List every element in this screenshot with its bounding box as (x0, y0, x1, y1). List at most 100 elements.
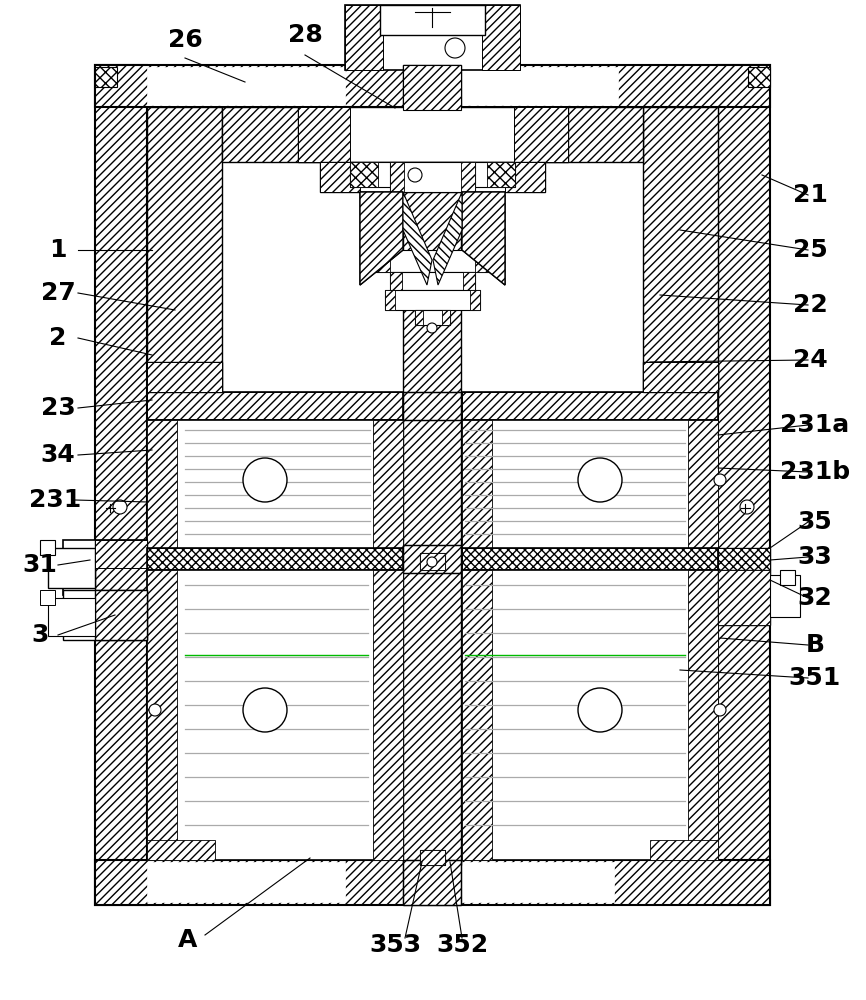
Bar (718, 65, 770, 905)
Polygon shape (360, 192, 403, 285)
Bar (147, 392, 403, 420)
Bar (147, 548, 403, 570)
Bar (418, 862, 614, 902)
Bar (373, 420, 403, 550)
Bar (147, 548, 403, 570)
Circle shape (445, 38, 465, 58)
Circle shape (243, 458, 287, 502)
Bar (48, 598, 95, 636)
Bar (718, 570, 770, 625)
Bar (403, 392, 461, 420)
Bar (482, 5, 520, 70)
Bar (403, 392, 461, 420)
Bar (95, 65, 147, 905)
Text: B: B (805, 633, 824, 657)
Bar (95, 65, 147, 905)
Bar (462, 570, 718, 860)
Text: 26: 26 (168, 28, 203, 52)
Bar (514, 107, 568, 162)
Text: 353: 353 (369, 933, 421, 957)
Text: 352: 352 (436, 933, 488, 957)
Bar (643, 107, 718, 407)
Bar (147, 107, 222, 407)
Bar (350, 162, 378, 187)
Text: 24: 24 (792, 348, 827, 372)
Bar (95, 65, 770, 107)
Bar (147, 570, 177, 860)
Bar (390, 162, 475, 192)
Bar (147, 362, 222, 392)
Polygon shape (433, 192, 462, 285)
Text: 2: 2 (49, 326, 67, 350)
Circle shape (578, 458, 622, 502)
Circle shape (578, 688, 622, 732)
Bar (48, 548, 95, 588)
Bar (462, 392, 718, 420)
Polygon shape (360, 192, 403, 285)
Circle shape (149, 704, 161, 716)
Bar (403, 65, 461, 865)
Circle shape (740, 500, 754, 514)
Bar (95, 540, 147, 595)
Bar (403, 65, 461, 110)
Bar (470, 290, 480, 310)
Bar (718, 548, 770, 570)
Circle shape (427, 557, 437, 567)
Text: 27: 27 (41, 281, 75, 305)
Bar (375, 250, 490, 272)
Text: 1: 1 (49, 238, 67, 262)
Bar (298, 107, 350, 162)
Bar (345, 5, 520, 70)
Bar (345, 5, 383, 70)
Text: 33: 33 (798, 545, 832, 569)
Bar (643, 362, 718, 392)
Polygon shape (403, 192, 432, 285)
Bar (505, 162, 545, 192)
Circle shape (408, 168, 422, 182)
Bar (461, 162, 475, 192)
Text: 34: 34 (41, 443, 75, 467)
Bar (63, 590, 147, 640)
Bar (650, 840, 718, 860)
Bar (462, 570, 492, 860)
Text: 231: 231 (29, 488, 81, 512)
Bar (147, 420, 177, 550)
Circle shape (714, 474, 726, 486)
Bar (748, 67, 770, 87)
Bar (487, 162, 515, 187)
Bar (350, 162, 515, 187)
Bar (418, 67, 618, 105)
Bar (147, 67, 345, 105)
Bar (95, 860, 770, 905)
Bar (718, 548, 770, 570)
Bar (463, 272, 475, 290)
Bar (95, 540, 147, 568)
Circle shape (427, 323, 437, 333)
Polygon shape (462, 192, 505, 285)
Bar (95, 540, 147, 595)
Bar (147, 362, 222, 392)
Bar (442, 310, 450, 325)
Bar (40, 540, 55, 555)
Bar (462, 548, 718, 570)
Bar (403, 860, 461, 905)
Bar (298, 107, 568, 162)
Bar (298, 109, 568, 160)
Bar (475, 250, 490, 272)
Bar (147, 420, 403, 550)
Text: 28: 28 (288, 23, 322, 47)
Bar (780, 570, 795, 585)
Bar (643, 362, 718, 392)
Bar (420, 850, 445, 865)
Bar (385, 290, 395, 310)
Text: 35: 35 (798, 510, 832, 534)
Bar (643, 107, 718, 407)
Bar (147, 392, 403, 420)
Circle shape (113, 500, 127, 514)
Bar (415, 310, 423, 325)
Bar (95, 860, 770, 905)
Bar (390, 162, 404, 192)
Circle shape (714, 704, 726, 716)
Bar (320, 162, 360, 192)
Bar (385, 290, 480, 310)
